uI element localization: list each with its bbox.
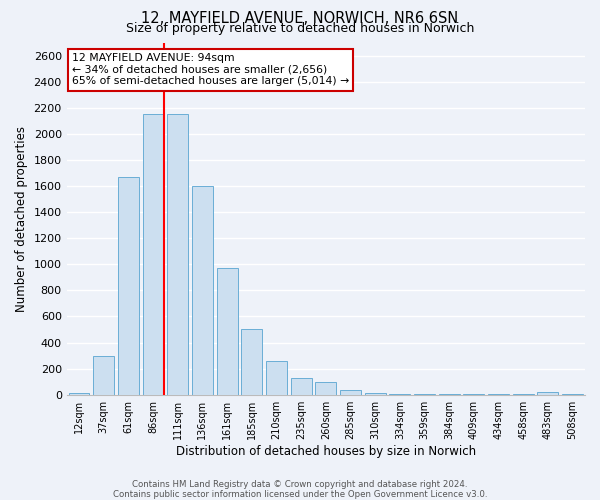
Bar — [538, 392, 559, 394]
Bar — [93, 356, 114, 395]
Text: Contains HM Land Registry data © Crown copyright and database right 2024.
Contai: Contains HM Land Registry data © Crown c… — [113, 480, 487, 499]
Bar — [167, 114, 188, 394]
Bar — [290, 378, 311, 394]
Y-axis label: Number of detached properties: Number of detached properties — [15, 126, 28, 312]
Bar — [266, 362, 287, 394]
Bar — [217, 268, 238, 394]
Text: 12, MAYFIELD AVENUE, NORWICH, NR6 6SN: 12, MAYFIELD AVENUE, NORWICH, NR6 6SN — [142, 11, 458, 26]
Bar — [68, 393, 89, 394]
X-axis label: Distribution of detached houses by size in Norwich: Distribution of detached houses by size … — [176, 444, 476, 458]
Text: 12 MAYFIELD AVENUE: 94sqm
← 34% of detached houses are smaller (2,656)
65% of se: 12 MAYFIELD AVENUE: 94sqm ← 34% of detac… — [72, 53, 349, 86]
Bar — [241, 330, 262, 394]
Bar — [118, 177, 139, 394]
Bar — [143, 114, 164, 394]
Text: Size of property relative to detached houses in Norwich: Size of property relative to detached ho… — [126, 22, 474, 35]
Bar — [365, 393, 386, 394]
Bar — [316, 382, 337, 394]
Bar — [340, 390, 361, 394]
Bar — [192, 186, 213, 394]
